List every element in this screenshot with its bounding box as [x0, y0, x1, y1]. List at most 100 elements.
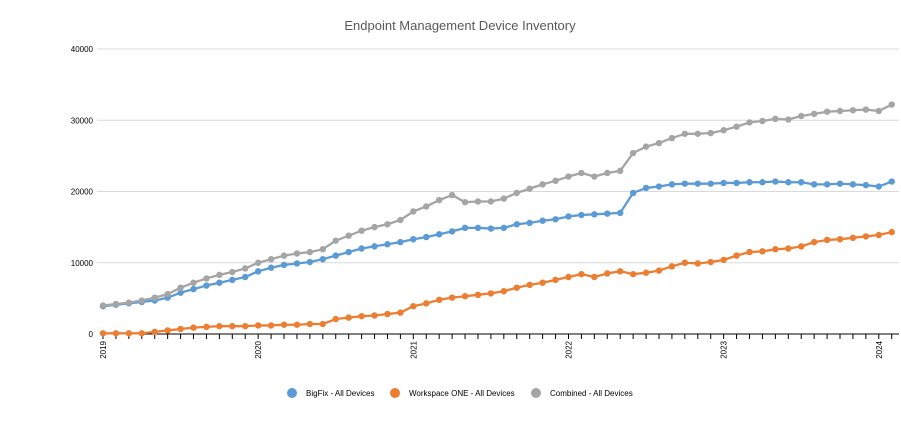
data-point — [591, 173, 598, 180]
data-point — [151, 294, 158, 301]
data-point — [617, 268, 624, 275]
data-point — [112, 330, 120, 337]
data-point — [526, 219, 533, 227]
data-point — [371, 243, 378, 250]
data-point — [733, 179, 740, 187]
data-point — [849, 181, 857, 188]
data-point — [319, 246, 327, 253]
data-point — [668, 181, 676, 188]
data-point — [177, 284, 184, 291]
data-point — [604, 270, 611, 277]
data-point — [203, 275, 210, 282]
data-point — [487, 198, 495, 205]
data-point — [681, 130, 689, 137]
y-tick-label: 10000 — [71, 259, 94, 268]
data-point — [591, 273, 598, 281]
data-point — [526, 281, 533, 289]
data-point — [267, 322, 275, 329]
data-point — [707, 129, 714, 137]
data-point — [410, 236, 417, 243]
data-point — [694, 130, 701, 137]
legend-label: Workspace ONE - All Devices — [409, 389, 515, 398]
data-point — [229, 268, 236, 276]
data-point — [862, 106, 870, 113]
data-point — [461, 224, 469, 232]
y-tick-label: 40000 — [71, 45, 94, 54]
data-point — [655, 183, 663, 190]
x-tick-label: 2022 — [564, 340, 573, 358]
data-point — [810, 110, 818, 118]
data-point — [746, 179, 753, 186]
data-point — [810, 238, 818, 246]
data-point — [823, 108, 831, 115]
data-point — [681, 180, 689, 187]
data-point — [280, 261, 288, 269]
data-point — [604, 210, 611, 217]
legend-marker — [287, 388, 297, 398]
data-point — [190, 324, 197, 331]
data-point — [229, 276, 236, 284]
data-point — [720, 256, 727, 264]
data-point — [720, 127, 727, 134]
data-point — [125, 330, 133, 337]
data-point — [578, 211, 585, 219]
data-point — [254, 259, 262, 266]
data-point — [823, 236, 831, 244]
data-point — [733, 123, 740, 130]
data-point — [164, 290, 171, 298]
chart-title: Endpoint Management Device Inventory — [344, 18, 576, 33]
data-point — [112, 300, 120, 308]
data-point — [513, 221, 520, 228]
data-point — [410, 208, 417, 215]
data-point — [358, 227, 365, 234]
data-point — [629, 189, 637, 197]
data-point — [280, 321, 288, 328]
data-point — [642, 269, 650, 276]
data-point — [617, 209, 624, 217]
data-point — [435, 196, 443, 204]
x-tick-label: 2021 — [409, 340, 418, 358]
data-point — [681, 259, 689, 266]
y-tick-label: 0 — [89, 330, 94, 339]
legend: BigFix - All Devices Workspace ONE - All … — [287, 388, 633, 398]
data-point — [138, 297, 145, 304]
legend-marker — [390, 388, 400, 398]
data-point — [345, 248, 352, 256]
data-point — [229, 322, 236, 330]
data-point — [99, 330, 107, 337]
data-point — [707, 258, 714, 266]
data-point — [461, 293, 469, 300]
data-point — [164, 327, 171, 334]
y-axis: 0 10000 20000 30000 40000 — [71, 45, 94, 339]
data-point — [849, 107, 857, 114]
data-point — [397, 238, 404, 246]
data-point — [875, 183, 882, 190]
data-point — [500, 195, 508, 202]
data-point — [293, 250, 301, 257]
data-point — [423, 233, 430, 241]
data-point — [836, 236, 844, 243]
data-point — [888, 178, 895, 185]
data-point — [668, 134, 676, 142]
data-point — [798, 112, 805, 120]
data-point — [487, 290, 495, 297]
data-point — [371, 223, 378, 231]
data-point — [461, 198, 469, 206]
data-point — [578, 270, 585, 278]
data-point — [423, 300, 430, 307]
data-point — [565, 173, 572, 180]
data-point — [435, 296, 443, 303]
data-point — [539, 279, 546, 286]
data-point — [500, 224, 508, 232]
data-point — [759, 179, 766, 186]
data-point — [629, 270, 637, 278]
data-point — [448, 294, 456, 301]
data-point — [293, 321, 301, 328]
data-point — [875, 231, 882, 239]
data-point — [552, 177, 559, 185]
data-point — [565, 273, 572, 281]
data-point — [875, 107, 882, 115]
data-point — [823, 181, 831, 188]
data-point — [798, 179, 805, 186]
